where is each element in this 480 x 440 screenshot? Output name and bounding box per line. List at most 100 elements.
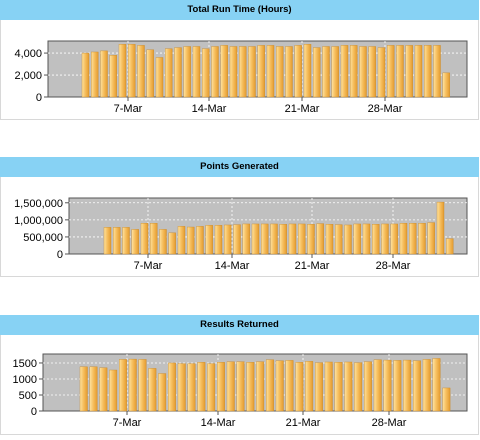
bar: [446, 238, 454, 255]
bar: [109, 369, 118, 412]
y-tick-label: 0: [31, 406, 37, 418]
bar: [432, 358, 441, 412]
bar: [248, 46, 256, 98]
bar: [403, 359, 412, 412]
panel-title: Results Returned: [0, 315, 479, 335]
y-tick-label: 2,000: [14, 70, 42, 82]
bar: [315, 362, 323, 412]
bar: [205, 225, 213, 255]
x-tick-label: 7-Mar: [113, 417, 142, 429]
bar: [354, 362, 363, 412]
x-tick-label: 21-Mar: [285, 103, 320, 115]
bar: [350, 45, 358, 98]
bar: [177, 363, 186, 412]
bar: [396, 45, 404, 98]
panel-title: Total Run Time (Hours): [0, 0, 479, 20]
bar: [226, 361, 235, 412]
y-tick-label: 1000: [13, 374, 37, 386]
bar: [353, 223, 361, 255]
bar: [436, 201, 445, 255]
bar: [150, 223, 158, 255]
bar: [266, 45, 275, 98]
bar: [442, 387, 451, 412]
bar: [202, 48, 210, 98]
bar: [168, 232, 176, 255]
panel-title: Points Generated: [0, 157, 479, 177]
x-tick-label: 14-Mar: [215, 260, 250, 272]
bar: [266, 359, 274, 412]
bar: [79, 366, 88, 412]
bar: [158, 373, 167, 412]
bar: [113, 227, 121, 255]
bar: [146, 49, 154, 98]
y-tick-label: 500,000: [23, 232, 63, 244]
bar: [122, 227, 130, 255]
points-generated-chart: 0 500,000 1,000,000 1,500,000 7-Mar 14-Mar 21-…: [14, 197, 468, 272]
results-returned-panel: Results Returned 0 500 1000 1500 7-Mar 14-Mar…: [0, 315, 479, 435]
bar: [334, 362, 343, 412]
bar: [214, 225, 223, 255]
bar: [211, 46, 219, 98]
bar: [390, 223, 398, 255]
bar: [187, 363, 196, 412]
bar: [295, 362, 304, 412]
bar: [383, 359, 392, 412]
bar: [373, 359, 382, 412]
x-tick-label: 14-Mar: [192, 103, 227, 115]
bar: [183, 46, 191, 98]
bar: [239, 46, 247, 98]
bar: [103, 227, 112, 255]
bar: [322, 46, 330, 98]
bar: [261, 223, 269, 255]
results-returned-chart: 0 500 1000 1500 7-Mar 14-Mar 21-Mar 28-Mar: [13, 353, 468, 429]
y-tick-label: 1,500,000: [14, 198, 63, 210]
bar: [288, 223, 297, 255]
bar: [192, 46, 201, 98]
bar: [251, 223, 260, 255]
results-returned-chart-container: 0 500 1000 1500 7-Mar 14-Mar 21-Mar 28-Mar: [0, 335, 479, 435]
bar: [344, 224, 352, 255]
bar: [399, 223, 408, 255]
bar: [229, 46, 238, 98]
bar: [359, 46, 367, 98]
bar: [246, 362, 255, 412]
bar: [298, 223, 306, 255]
x-tick-label: 14-Mar: [201, 417, 236, 429]
x-tick-label: 7-Mar: [114, 103, 143, 115]
bar: [405, 45, 413, 98]
bar: [279, 224, 287, 255]
bar: [118, 44, 127, 98]
bar: [236, 361, 245, 412]
bar: [109, 55, 117, 98]
x-tick-label: 7-Mar: [134, 260, 163, 272]
bar: [159, 229, 167, 255]
bar: [233, 224, 241, 255]
bar: [270, 223, 278, 255]
y-tick-label: 1,000,000: [14, 215, 63, 227]
bar: [331, 46, 339, 98]
bar: [242, 223, 250, 255]
bar: [196, 226, 204, 255]
x-tick-label: 28-Mar: [376, 260, 411, 272]
bar: [305, 361, 314, 412]
bar: [294, 45, 302, 98]
points-generated-chart-container: 0 500,000 1,000,000 1,500,000 7-Mar 14-Mar 21-…: [0, 177, 479, 277]
x-tick-label: 21-Mar: [286, 417, 321, 429]
bar: [285, 46, 293, 98]
bar: [256, 361, 265, 412]
bar: [418, 223, 426, 255]
run-time-chart: 0 2,000 4,000 7-Mar 14-Mar 21-Mar 28-Mar: [14, 40, 468, 115]
bar: [165, 48, 173, 98]
y-tick-label: 4,000: [14, 48, 42, 60]
bar: [381, 223, 389, 255]
bar: [138, 359, 147, 412]
bar: [99, 367, 108, 412]
bar: [285, 360, 294, 412]
bar: [167, 362, 176, 412]
bar: [413, 360, 421, 412]
bar: [393, 360, 402, 412]
bar: [140, 223, 149, 255]
bar: [91, 51, 99, 98]
bar: [81, 52, 90, 98]
bar: [257, 45, 265, 98]
